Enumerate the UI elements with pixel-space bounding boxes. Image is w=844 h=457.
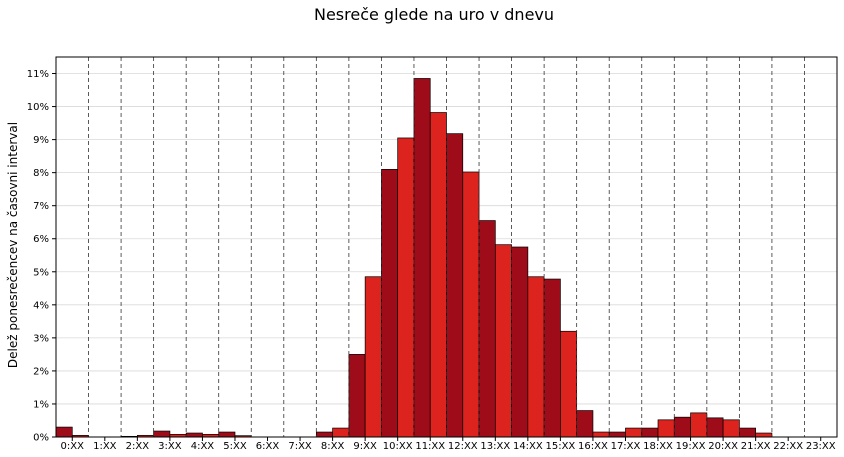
bar [478,220,496,438]
bar [153,430,171,438]
bar [413,78,431,438]
y-tick-label: 2% [33,366,49,377]
bar [185,432,203,438]
bar [55,426,73,438]
bar [348,354,366,438]
x-tick-label: 8:XX [321,441,345,452]
bar [494,244,512,438]
bar [722,419,740,438]
y-tick-label: 1% [33,399,49,410]
x-tick-label: 6:XX [256,441,280,452]
bar [527,276,545,438]
y-tick-label: 8% [33,168,49,179]
bar [576,410,594,438]
x-tick-label: 16:XX [578,441,608,452]
x-tick-label: 12:XX [448,441,478,452]
x-tick-label: 4:XX [191,441,215,452]
bar [462,171,480,438]
y-tick-label: 6% [33,234,49,245]
bar [315,431,333,438]
y-tick-label: 11% [27,69,49,80]
x-tick-label: 3:XX [158,441,182,452]
bar [560,330,578,438]
y-tick-label: 0% [33,433,49,444]
y-tick-label: 4% [33,300,49,311]
bar [641,427,659,438]
bar [657,419,675,438]
x-tick-label: 14:XX [513,441,543,452]
x-tick-label: 18:XX [643,441,673,452]
x-tick-label: 5:XX [223,441,247,452]
x-tick-label: 17:XX [611,441,641,452]
x-tick-label: 20:XX [708,441,738,452]
bar [608,431,626,438]
bar [755,432,773,438]
x-tick-label: 9:XX [353,441,377,452]
bar [543,278,561,438]
x-tick-label: 22:XX [773,441,803,452]
x-tick-label: 7:XX [288,441,312,452]
axes-frame [55,56,838,438]
bar [690,412,708,438]
x-tick-label: 19:XX [676,441,706,452]
x-tick-label: 0:XX [61,441,85,452]
y-tick-label: 5% [33,267,49,278]
bar [218,431,236,438]
bar [429,112,447,438]
y-tick-label: 10% [27,102,49,113]
y-tick-label: 9% [33,135,49,146]
x-tick-label: 15:XX [545,441,575,452]
bar [364,276,382,438]
x-tick-label: 1:XX [93,441,117,452]
x-tick-label: 2:XX [126,441,150,452]
bar [706,417,724,438]
bar [592,431,610,438]
x-tick-label: 13:XX [480,441,510,452]
bar [625,427,643,438]
y-tick-label: 7% [33,201,49,212]
x-tick-label: 21:XX [741,441,771,452]
bar [446,133,464,438]
bar [511,246,529,438]
bar [397,137,415,438]
bar [673,416,691,438]
bar [381,168,399,438]
x-tick-label: 11:XX [415,441,445,452]
x-tick-label: 23:XX [806,441,836,452]
y-tick-label: 3% [33,333,49,344]
x-tick-label: 10:XX [383,441,413,452]
bar [332,427,350,438]
chart-title: Nesreče glede na uro v dnevu [313,5,555,24]
bar [739,427,756,438]
